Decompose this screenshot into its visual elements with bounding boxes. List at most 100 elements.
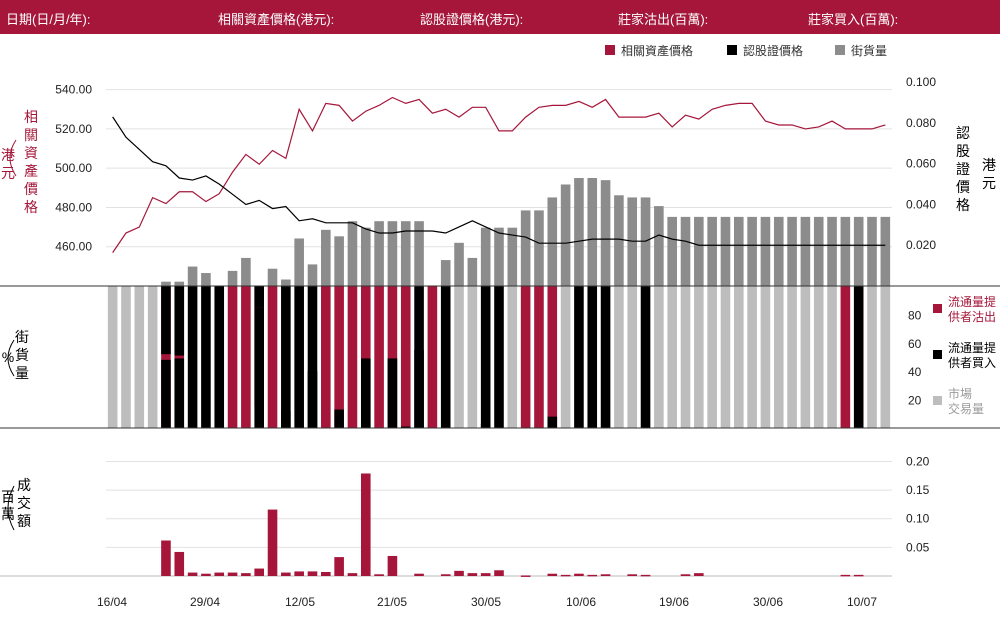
outstanding-bar xyxy=(241,257,251,286)
mm-buy-label: 莊家買入(百萬): xyxy=(808,12,899,27)
left-axis-title: 關 xyxy=(24,127,38,143)
header-bar: 日期(日/月/年): 相關資產價格(港元): 認股證價格(港元): 莊家沽出(百… xyxy=(0,0,1000,34)
paren-left xyxy=(7,485,15,531)
right-axis-tick: 0.100 xyxy=(906,75,936,89)
outstanding-bar xyxy=(400,221,411,286)
legend-label: 認股證價格 xyxy=(743,43,803,58)
share-axis-unit: % xyxy=(2,349,14,365)
market-share-bar xyxy=(507,286,518,428)
outstanding-bar xyxy=(187,266,198,286)
mm-sell-bar xyxy=(347,286,358,428)
volume-axis-title: 額 xyxy=(17,513,31,529)
left-axis-tick: 480.00 xyxy=(55,200,92,214)
date-label: 日期(日/月/年): xyxy=(6,12,91,27)
outstanding-bar xyxy=(734,216,744,286)
outstanding-bar xyxy=(880,216,891,286)
outstanding-bar xyxy=(414,221,424,286)
mm-buy-overlay-bar xyxy=(414,349,424,428)
outstanding-bar xyxy=(174,281,185,286)
turnover-bar xyxy=(374,574,384,576)
outstanding-bar xyxy=(813,216,824,286)
warrant-price-line xyxy=(112,116,886,246)
mm-sell-bar xyxy=(547,286,558,428)
left-axis-tick: 460.00 xyxy=(55,240,92,254)
mm-buy-overlay-bar xyxy=(174,358,185,428)
turnover-bar xyxy=(174,551,185,576)
left-axis-title: 資 xyxy=(24,145,38,161)
x-axis-tick: 10/07 xyxy=(847,595,877,609)
outstanding-bar xyxy=(334,236,344,286)
mm-buy-overlay-bar xyxy=(161,359,171,428)
right-axis-tick: 0.040 xyxy=(906,197,936,211)
outstanding-bar xyxy=(467,257,478,286)
turnover-bar xyxy=(600,574,611,576)
outstanding-bar xyxy=(267,268,278,286)
left-axis-tick: 540.00 xyxy=(55,83,92,97)
market-share-bar xyxy=(867,286,877,428)
mm-sell-bar xyxy=(161,286,171,428)
left-axis-title: 價 xyxy=(24,181,38,197)
warrant-price-label: 認股證價格(港元): xyxy=(420,12,524,27)
mm-sell-bar xyxy=(387,286,398,428)
turnover-bar xyxy=(840,574,851,577)
market-share-bar xyxy=(121,286,131,428)
share-axis-tick: 80 xyxy=(908,308,922,322)
outstanding-bar xyxy=(760,216,771,286)
x-axis-tick: 16/04 xyxy=(97,595,127,609)
turnover-bar xyxy=(680,574,691,576)
market-share-bar xyxy=(734,286,744,428)
mm-buy-bar xyxy=(201,286,211,428)
turnover-bar xyxy=(640,574,651,577)
volume-axis-unit: 百 xyxy=(1,489,15,505)
turnover-bar xyxy=(187,572,198,576)
market-share-bar xyxy=(667,286,677,428)
outstanding-bar xyxy=(667,216,677,286)
x-axis-tick: 21/05 xyxy=(377,595,407,609)
market-share-bar xyxy=(614,286,624,428)
turnover-bar xyxy=(547,573,558,576)
market-share-bar xyxy=(134,286,145,428)
market-share-bar xyxy=(760,286,771,428)
x-axis-tick: 12/05 xyxy=(285,595,315,609)
market-share-bar xyxy=(773,286,784,428)
left-axis-title: 格 xyxy=(24,199,38,215)
outstanding-bar xyxy=(294,238,304,286)
mm-sell-bar xyxy=(400,286,411,428)
outstanding-bar xyxy=(827,216,837,286)
market-share-bar xyxy=(680,286,691,428)
right-axis-unit: 元 xyxy=(982,175,996,191)
outstanding-bar xyxy=(694,216,704,286)
turnover-bar xyxy=(627,574,638,576)
outstanding-bar xyxy=(374,221,384,286)
legend-label: 街貨量 xyxy=(851,43,887,58)
outstanding-bar xyxy=(600,180,611,286)
mm-buy-overlay-bar xyxy=(400,426,411,428)
market-share-bar xyxy=(627,286,638,428)
turnover-bar xyxy=(480,573,491,576)
legend-swatch xyxy=(605,45,615,55)
outstanding-bar xyxy=(440,260,451,286)
left-axis-title: 相 xyxy=(24,109,38,125)
outstanding-bar xyxy=(480,227,491,286)
market-share-bar xyxy=(707,286,717,428)
mm-buy-overlay-bar xyxy=(281,410,291,428)
outstanding-bar xyxy=(654,206,664,286)
mm-sell-bar xyxy=(267,286,278,428)
market-share-bar xyxy=(560,286,571,428)
market-share-bar xyxy=(787,286,797,428)
outstanding-bar xyxy=(360,227,371,286)
mm-sell-label: 莊家沽出(百萬): xyxy=(618,12,709,27)
share-legend-label: 流通量提 xyxy=(948,294,996,309)
market-share-bar xyxy=(454,286,464,428)
outstanding-bar xyxy=(161,281,171,286)
turnover-bar xyxy=(214,572,225,576)
market-share-bar xyxy=(880,286,891,428)
turnover-bar xyxy=(694,573,704,576)
x-axis-tick: 29/04 xyxy=(190,595,220,609)
mm-buy-bar xyxy=(307,286,318,428)
mm-buy-bar xyxy=(440,286,451,428)
outstanding-bar xyxy=(307,264,318,286)
volume-axis-title: 交 xyxy=(17,495,31,511)
underlying-price-line xyxy=(112,96,886,253)
